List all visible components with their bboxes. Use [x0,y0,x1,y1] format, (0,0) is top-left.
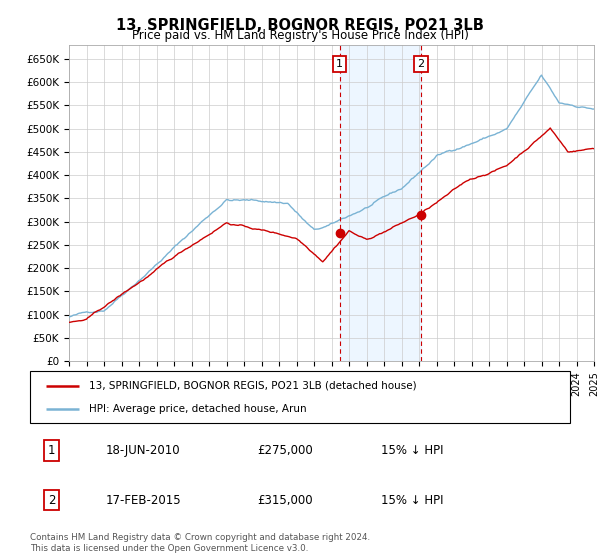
FancyBboxPatch shape [30,371,570,423]
Text: £275,000: £275,000 [257,444,313,457]
Bar [340,45,421,361]
Text: 2: 2 [418,59,425,69]
Text: 15% ↓ HPI: 15% ↓ HPI [381,494,443,507]
Text: 17-FEB-2015: 17-FEB-2015 [106,494,181,507]
Text: 1: 1 [48,444,55,457]
Text: 13, SPRINGFIELD, BOGNOR REGIS, PO21 3LB (detached house): 13, SPRINGFIELD, BOGNOR REGIS, PO21 3LB … [89,381,417,391]
Text: Price paid vs. HM Land Registry's House Price Index (HPI): Price paid vs. HM Land Registry's House … [131,29,469,42]
Text: Contains HM Land Registry data © Crown copyright and database right 2024.
This d: Contains HM Land Registry data © Crown c… [30,533,370,553]
Text: £315,000: £315,000 [257,494,313,507]
Text: 15% ↓ HPI: 15% ↓ HPI [381,444,443,457]
Text: 1: 1 [336,59,343,69]
Text: HPI: Average price, detached house, Arun: HPI: Average price, detached house, Arun [89,404,307,414]
Text: 13, SPRINGFIELD, BOGNOR REGIS, PO21 3LB: 13, SPRINGFIELD, BOGNOR REGIS, PO21 3LB [116,18,484,34]
Text: 18-JUN-2010: 18-JUN-2010 [106,444,180,457]
Text: 2: 2 [48,494,55,507]
